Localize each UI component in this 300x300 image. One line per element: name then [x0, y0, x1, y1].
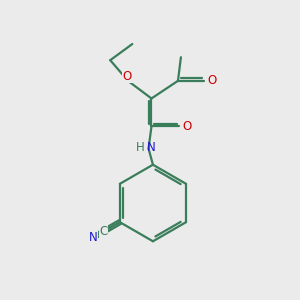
Text: C: C [100, 225, 108, 238]
Text: O: O [207, 74, 217, 87]
Text: O: O [182, 120, 191, 133]
Text: N: N [88, 231, 98, 244]
Text: N: N [146, 141, 155, 154]
Text: O: O [123, 70, 132, 83]
Text: H: H [136, 141, 145, 154]
